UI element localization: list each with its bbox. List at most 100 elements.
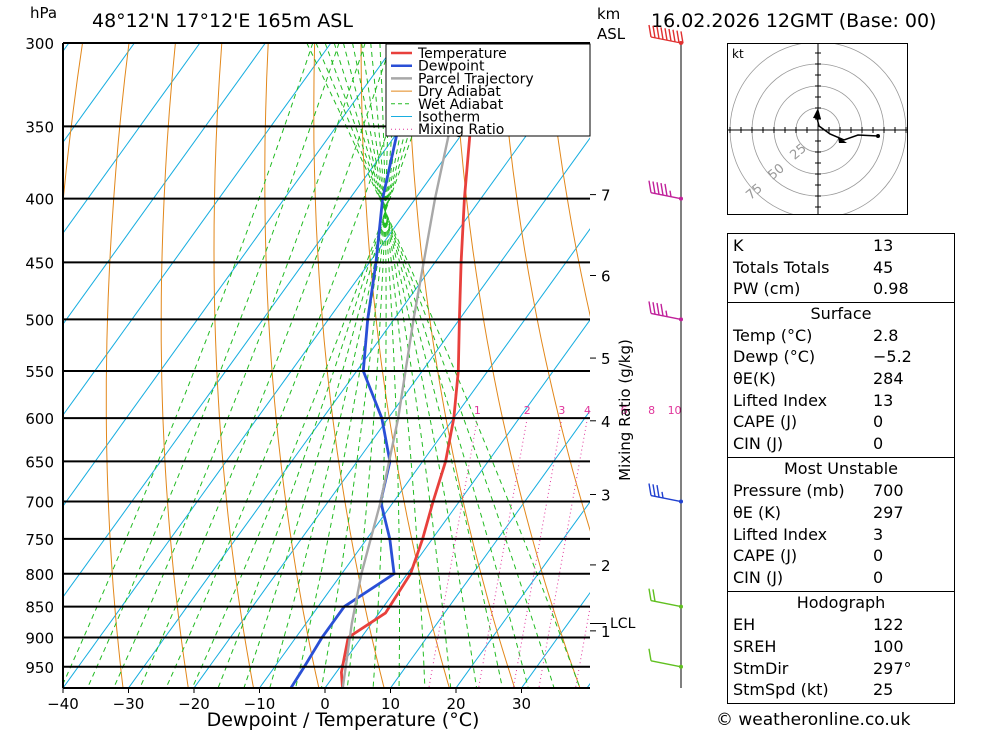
index-value: −5.2 [873, 347, 912, 367]
km-tick-label: 2 [601, 557, 611, 575]
dry-adiabat-line [686, 43, 700, 695]
legend-label: Isotherm [418, 110, 480, 126]
mixing-ratio-label: 6 [621, 404, 628, 417]
index-value: 100 [873, 636, 904, 656]
mixing-ratio-line [669, 418, 700, 688]
wet-adiabat-line [217, 43, 436, 688]
index-key: CAPE (J) [733, 546, 798, 566]
index-row: Lifted Index 13 [728, 390, 954, 412]
x-tick-label: −10 [244, 695, 276, 713]
legend-label: Parcel Trajectory [418, 71, 534, 87]
index-value: 13 [873, 236, 894, 255]
pressure-tick-label: 550 [25, 363, 54, 381]
dry-adiabat-line [593, 43, 700, 695]
km-tick-label: 4 [601, 413, 611, 431]
x-tick-label: −30 [113, 695, 145, 713]
wind-barb-flag [648, 301, 652, 314]
index-row: SREH 100 [728, 636, 954, 658]
wind-barb-flag [656, 182, 660, 195]
wet-adiabat-line [165, 43, 419, 688]
wind-barb-shaft [650, 660, 682, 668]
index-key: EH [733, 615, 756, 635]
km-tick-label: 1 [601, 623, 611, 641]
wind-barb-flag [664, 183, 668, 196]
location-title: 48°12'N 17°12'E 165m ASL [92, 10, 353, 32]
pressure-tick-label: 350 [25, 118, 54, 136]
hodo-ring-label-25: 25 [787, 141, 809, 163]
isotherm-line [193, 137, 590, 688]
index-key: Totals Totals [733, 257, 830, 277]
index-key: CAPE (J) [733, 412, 798, 432]
index-key: θE (K) [733, 502, 781, 522]
index-key: StmSpd (kt) [733, 680, 829, 700]
wind-barb-half-flag [661, 491, 664, 499]
wind-barb-shaft [650, 599, 682, 608]
wind-barb-flag [676, 30, 680, 43]
wind-barb-flag [652, 484, 656, 497]
mixing-ratio-line [698, 418, 700, 688]
wind-barb-shaft [650, 494, 682, 503]
index-key: Dewp (°C) [733, 347, 816, 367]
index-row: CAPE (J) 0 [728, 545, 954, 567]
skewt-chart: 3003504004505005506006507007508008509009… [0, 24, 700, 731]
legend-label: Mixing Ratio [418, 122, 504, 138]
index-value: 25 [873, 680, 894, 700]
hodograph-panel: kt 25 50 75 [727, 43, 908, 215]
mixing-ratio-label: 10 [668, 404, 682, 417]
isotherm-line [0, 43, 3, 695]
isotherm-line [63, 43, 266, 325]
mixing-ratio-label: 8 [648, 404, 655, 417]
mixing-ratio-axis-label: Mixing Ratio (g/kg) [616, 339, 634, 481]
wind-barb-flag [648, 588, 652, 601]
surface-section: Temp (°C) 2.8 Dewp (°C) −5.2 θE(K) 284 Lift… [728, 325, 954, 458]
wind-barb-flag [660, 27, 664, 40]
isotherm-line [63, 43, 332, 416]
mixing-ratio-line [575, 604, 590, 688]
index-key: K [733, 236, 744, 255]
copyright-link[interactable]: © weatheronline.co.uk [716, 710, 911, 730]
dry-adiabat-line [213, 43, 255, 688]
index-value: 0 [873, 412, 884, 432]
index-row: EH 122 [728, 614, 954, 636]
wind-barb-flag [660, 182, 664, 196]
mixing-ratio-line [478, 418, 528, 688]
wind-barb-flag [652, 302, 656, 315]
x-axis-label: Dewpoint / Temperature (°C) [207, 709, 480, 731]
hodo-arrow-head-2 [838, 137, 847, 143]
wind-barb-flag [652, 181, 656, 194]
wind-barb-shaft [650, 36, 682, 44]
dry-adiabat-line [105, 43, 130, 688]
indices-table: K 13 Totals Totals 45 PW (cm) 0.98 Surface … [727, 233, 955, 704]
dry-adiabat-line [546, 43, 590, 318]
wind-barb-flag [648, 180, 652, 193]
index-key: θE(K) [733, 368, 776, 388]
pressure-tick-label: 850 [25, 599, 54, 617]
index-value: 700 [873, 481, 904, 501]
wind-barb-flag [652, 25, 656, 38]
lcl-label: LCL [610, 616, 636, 632]
index-key: Lifted Index [733, 390, 828, 410]
wind-barb-flag [668, 28, 672, 42]
mixing-ratio-label: 2 [524, 404, 531, 417]
isotherm-line [648, 43, 700, 695]
hodograph-trace [815, 113, 879, 141]
hodo-ring-label-50: 50 [765, 161, 787, 183]
index-key: SREH [733, 636, 777, 656]
wet-adiabat-line [361, 43, 426, 688]
pressure-tick-label: 700 [25, 494, 54, 512]
index-key: Temp (°C) [733, 325, 813, 345]
mixing-ratio-line [512, 418, 563, 688]
wind-barb-half-flag [665, 310, 668, 317]
pressure-tick-label: 400 [25, 191, 54, 209]
km-tick-label: 3 [601, 487, 611, 505]
index-key: CIN (J) [733, 433, 784, 453]
km-unit-label: km [597, 5, 621, 23]
index-key: StmDir [733, 658, 789, 678]
wind-barb-flag [680, 31, 684, 44]
isotherm-line [520, 591, 590, 688]
legend-label: Wet Adiabat [418, 97, 504, 113]
index-value: 122 [873, 615, 904, 635]
wind-barb-flag [656, 485, 660, 498]
dry-adiabat-line [640, 43, 700, 695]
